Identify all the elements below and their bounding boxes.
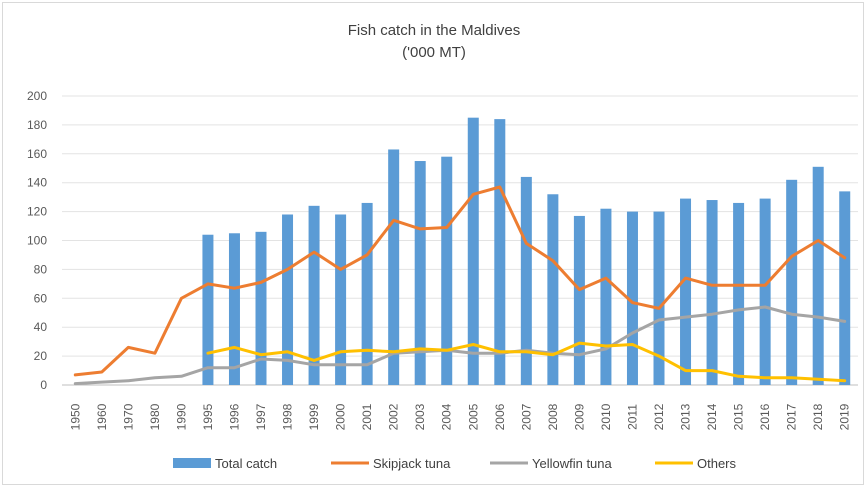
bar-total-catch — [812, 166, 824, 385]
bar-total-catch — [573, 215, 585, 385]
y-tick-label: 140 — [27, 176, 47, 190]
x-tick-label: 2001 — [360, 403, 374, 430]
y-tick-label: 120 — [27, 205, 47, 219]
x-tick-label: 1990 — [174, 403, 188, 430]
bar-total-catch — [282, 214, 294, 385]
y-tick-label: 200 — [27, 89, 47, 103]
legend-swatch-total-catch — [173, 458, 211, 468]
y-tick-label: 160 — [27, 147, 47, 161]
x-tick-label: 2018 — [811, 403, 825, 430]
line-yellowfin-tuna — [73, 305, 847, 386]
bar-total-catch — [202, 234, 214, 385]
bar-total-catch — [626, 211, 638, 385]
bar-total-catch — [680, 198, 692, 385]
bar-total-catch — [441, 156, 453, 385]
legend-label-total-catch: Total catch — [215, 456, 277, 471]
bar-total-catch — [494, 119, 506, 386]
x-tick-label: 2009 — [572, 403, 586, 430]
x-tick-label: 1997 — [254, 403, 268, 430]
y-tick-label: 40 — [34, 320, 48, 334]
x-tick-label: 2013 — [679, 403, 693, 430]
chart-subtitle: ('000 MT) — [402, 44, 466, 61]
x-tick-label: 1960 — [95, 403, 109, 430]
bar-total-catch — [414, 161, 426, 385]
chart-title: Fish catch in the Maldives — [347, 22, 521, 39]
x-tick-label: 2000 — [334, 403, 348, 430]
x-tick-label: 2002 — [387, 403, 401, 430]
x-tick-label: 2006 — [493, 403, 507, 430]
x-tick-label: 2003 — [413, 403, 427, 430]
x-tick-label: 1998 — [281, 403, 295, 430]
y-tick-label: 100 — [27, 234, 47, 248]
bar-total-catch — [335, 214, 347, 385]
y-tick-label: 180 — [27, 118, 47, 132]
line-others — [206, 341, 847, 383]
x-tick-label: 2011 — [625, 404, 639, 430]
bar-total-catch — [255, 231, 267, 385]
x-tick-label: 1950 — [68, 403, 82, 430]
bar-total-catch — [786, 179, 798, 385]
bar-total-catch — [600, 208, 612, 385]
legend-label-yellowfin-tuna: Yellowfin tuna — [532, 456, 613, 471]
bar-total-catch — [839, 191, 851, 385]
bar-total-catch — [361, 202, 373, 385]
x-tick-label: 2008 — [546, 403, 560, 430]
x-tick-label: 2014 — [705, 403, 719, 430]
x-tick-label: 2005 — [466, 403, 480, 430]
x-tick-label: 2016 — [758, 403, 772, 430]
x-tick-label: 2007 — [519, 403, 533, 430]
y-tick-label: 80 — [34, 262, 48, 276]
bar-total-catch — [547, 194, 559, 385]
x-tick-label: 2012 — [652, 403, 666, 430]
x-tick-label: 2019 — [838, 403, 852, 430]
legend-label-others: Others — [697, 456, 737, 471]
line-skipjack-tuna — [73, 185, 847, 377]
y-tick-label: 60 — [34, 291, 48, 305]
x-tick-label: 1995 — [201, 403, 215, 430]
bar-total-catch — [467, 117, 479, 386]
bar-total-catch — [759, 198, 771, 385]
x-tick-label: 2004 — [440, 403, 454, 430]
bar-total-catch — [706, 200, 718, 385]
bar-total-catch — [520, 176, 532, 385]
x-tick-label: 1980 — [148, 403, 162, 430]
bar-total-catch — [228, 233, 240, 385]
bar-total-catch — [308, 205, 320, 385]
y-tick-label: 0 — [40, 378, 47, 392]
x-tick-label: 1970 — [121, 403, 135, 430]
y-tick-label: 20 — [34, 349, 48, 363]
legend-label-skipjack-tuna: Skipjack tuna — [373, 456, 451, 471]
bar-total-catch — [388, 149, 400, 385]
x-tick-label: 1999 — [307, 403, 321, 430]
x-tick-label: 1996 — [227, 403, 241, 430]
x-tick-label: 2017 — [785, 403, 799, 430]
x-tick-label: 2015 — [732, 403, 746, 430]
bar-total-catch — [653, 211, 665, 385]
bar-total-catch — [733, 202, 745, 385]
x-tick-label: 2010 — [599, 403, 613, 430]
